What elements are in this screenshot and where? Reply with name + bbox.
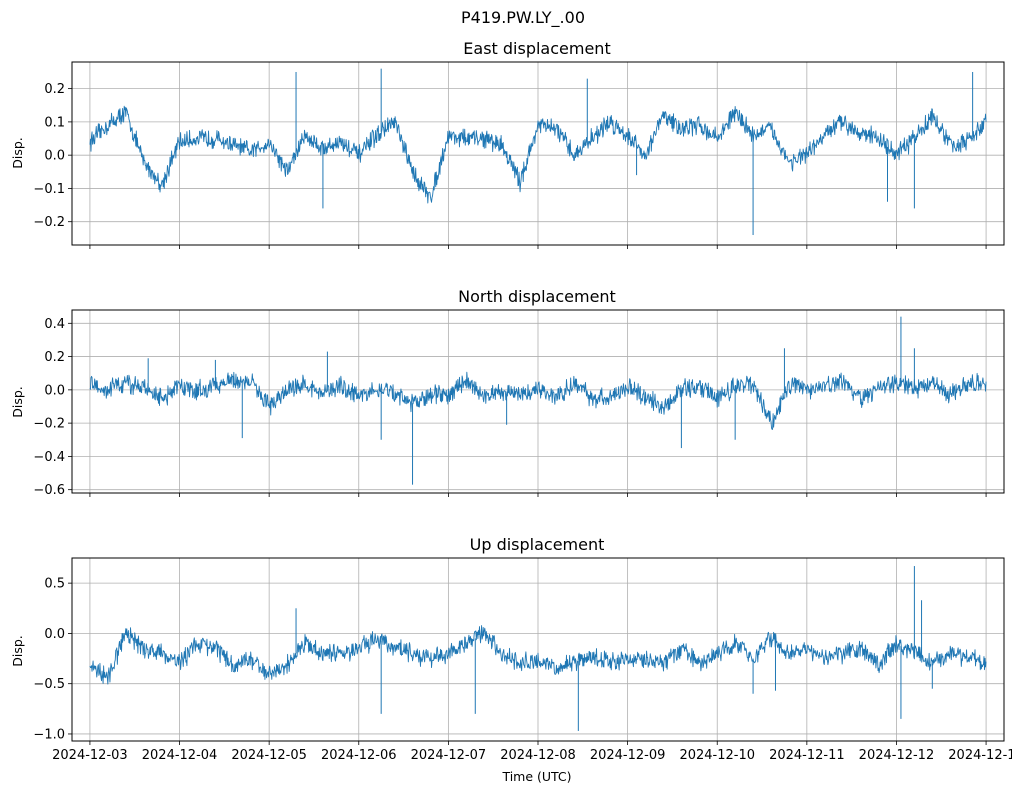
- x-tick-label: 2024-12-03: [52, 748, 128, 763]
- up-y-tick-label: 0.5: [44, 577, 65, 592]
- up-panel-title: Up displacement: [470, 535, 605, 554]
- north-y-tick-label: −0.4: [33, 450, 65, 465]
- up-axes-frame: [71, 557, 1005, 742]
- x-tick-label: 2024-12-07: [411, 748, 487, 763]
- north-y-tick-label: 0.2: [44, 350, 65, 365]
- east-panel: East displacement Disp. −0.2 −0.1 0.0 0.1 0.…: [10, 39, 1005, 249]
- east-y-tick-label: −0.1: [33, 182, 65, 197]
- up-panel: Up displacement Disp. Time (UTC) 2024-12…: [10, 535, 1012, 784]
- east-y-tick-label: 0.1: [44, 115, 65, 130]
- x-tick-label: 2024-12-12: [859, 748, 935, 763]
- x-tick-label: 2024-12-13: [948, 748, 1012, 763]
- x-tick-label: 2024-12-06: [321, 748, 397, 763]
- east-axes-frame: [71, 61, 1005, 246]
- north-y-tick-label: −0.2: [33, 417, 65, 432]
- east-panel-title: East displacement: [463, 39, 610, 58]
- north-axes-frame: [71, 309, 1005, 494]
- east-y-axis-label: Disp.: [10, 137, 25, 169]
- x-tick-label: 2024-12-10: [679, 748, 755, 763]
- up-y-axis-label: Disp.: [10, 635, 25, 667]
- up-y-tick-label: 0.0: [44, 627, 65, 642]
- east-series-line: [89, 105, 987, 204]
- x-tick-label: 2024-12-09: [590, 748, 666, 763]
- north-y-tick-label: 0.4: [44, 317, 65, 332]
- north-y-axis-label: Disp.: [10, 386, 25, 418]
- x-tick-label: 2024-12-08: [500, 748, 576, 763]
- north-y-tick-label: 0.0: [44, 383, 65, 398]
- east-y-tick-label: −0.2: [33, 215, 65, 230]
- north-y-tick-label: −0.6: [33, 483, 65, 498]
- east-y-tick-label: 0.0: [44, 149, 65, 164]
- up-y-tick-label: −0.5: [33, 677, 65, 692]
- x-tick-label: 2024-12-11: [769, 748, 845, 763]
- figure-title: P419.PW.LY_.00: [461, 8, 585, 28]
- x-axis-label: Time (UTC): [501, 769, 571, 784]
- up-y-tick-label: −1.0: [33, 727, 65, 742]
- north-panel-title: North displacement: [458, 287, 616, 306]
- x-tick-label: 2024-12-05: [231, 748, 307, 763]
- x-tick-label: 2024-12-04: [142, 748, 218, 763]
- north-series-line: [89, 371, 987, 430]
- east-y-tick-label: 0.2: [44, 82, 65, 97]
- north-panel: North displacement Disp. −0.6 −0.4 −0.2 0.0…: [10, 287, 1005, 498]
- up-series-line: [89, 625, 987, 685]
